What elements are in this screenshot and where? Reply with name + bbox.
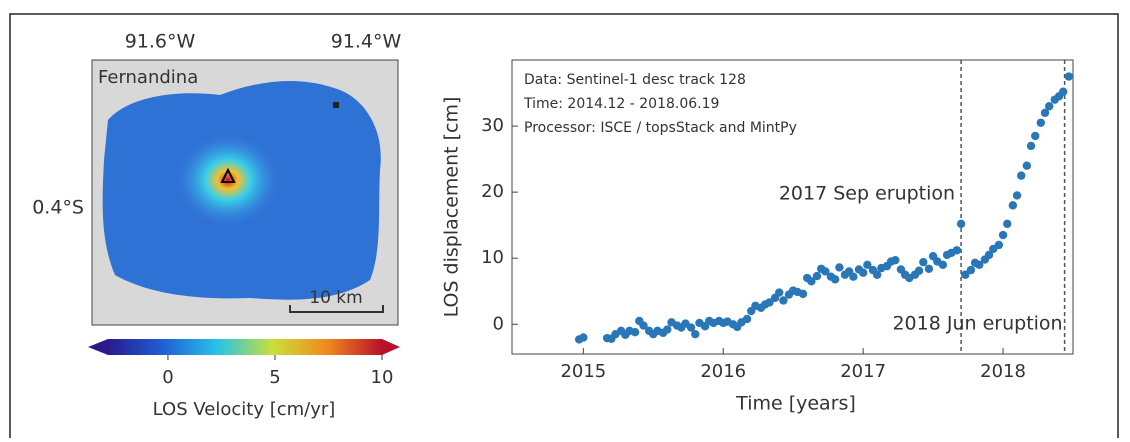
x-tick-label: 2016 bbox=[700, 361, 746, 382]
data-point bbox=[967, 266, 975, 274]
data-point bbox=[743, 315, 751, 323]
colorbar-tick-label: 5 bbox=[269, 367, 280, 388]
data-point bbox=[813, 272, 821, 280]
y-axis-label: LOS displacement [cm] bbox=[441, 97, 463, 318]
data-point bbox=[579, 333, 587, 341]
event-label: 2017 Sep eruption bbox=[779, 183, 955, 205]
data-point bbox=[1013, 191, 1021, 199]
info-line: Data: Sentinel-1 desc track 128 bbox=[524, 72, 746, 88]
info-line: Processor: ISCE / topsStack and MintPy bbox=[524, 120, 797, 136]
colorbar-label: LOS Velocity [cm/yr] bbox=[153, 399, 336, 420]
y-tick-label: 30 bbox=[481, 115, 504, 136]
deformation bbox=[178, 135, 278, 225]
x-tick-label: 2018 bbox=[980, 361, 1026, 382]
data-point bbox=[919, 258, 927, 266]
data-point bbox=[1017, 171, 1025, 179]
data-point bbox=[925, 265, 933, 273]
lon-label: 91.4°W bbox=[331, 31, 402, 53]
data-point bbox=[1023, 162, 1031, 170]
info-line: Time: 2014.12 - 2018.06.19 bbox=[523, 96, 719, 112]
event-label: 2018 Jun eruption bbox=[892, 313, 1062, 335]
data-point bbox=[999, 231, 1007, 239]
y-tick-label: 0 bbox=[493, 313, 504, 334]
lon-label: 91.6°W bbox=[125, 31, 196, 53]
data-point bbox=[663, 325, 671, 333]
figure: 91.6°W 91.4°W 0.4°S Fernandina 10 km LOS… bbox=[0, 0, 1130, 438]
reference-point bbox=[333, 102, 339, 108]
data-point bbox=[835, 263, 843, 271]
data-point bbox=[1027, 142, 1035, 150]
x-tick-label: 2017 bbox=[840, 361, 886, 382]
data-point bbox=[1031, 132, 1039, 140]
map-title: Fernandina bbox=[98, 67, 198, 88]
data-point bbox=[957, 220, 965, 228]
data-point bbox=[799, 290, 807, 298]
data-point bbox=[939, 261, 947, 269]
data-point bbox=[859, 269, 867, 277]
data-point bbox=[1045, 102, 1053, 110]
data-point bbox=[849, 273, 857, 281]
data-point bbox=[631, 328, 639, 336]
data-point bbox=[775, 288, 783, 296]
data-point bbox=[691, 330, 699, 338]
data-point bbox=[1059, 88, 1067, 96]
x-tick-label: 2015 bbox=[560, 361, 606, 382]
y-tick-label: 10 bbox=[481, 247, 504, 268]
scale-label: 10 km bbox=[309, 288, 362, 308]
colorbar-tick-label: 0 bbox=[162, 367, 173, 388]
data-point bbox=[995, 241, 1003, 249]
data-point bbox=[953, 246, 961, 254]
colorbar-tick-label: 10 bbox=[371, 367, 394, 388]
data-point bbox=[1065, 72, 1073, 80]
y-tick-label: 20 bbox=[481, 181, 504, 202]
data-point bbox=[1009, 201, 1017, 209]
colorbar bbox=[108, 339, 382, 355]
data-point bbox=[1037, 119, 1045, 127]
x-axis-label: Time [years] bbox=[735, 393, 856, 415]
data-point bbox=[915, 267, 923, 275]
data-point bbox=[1003, 220, 1011, 228]
lat-label: 0.4°S bbox=[32, 197, 84, 219]
data-point bbox=[831, 275, 839, 283]
data-point bbox=[891, 256, 899, 264]
